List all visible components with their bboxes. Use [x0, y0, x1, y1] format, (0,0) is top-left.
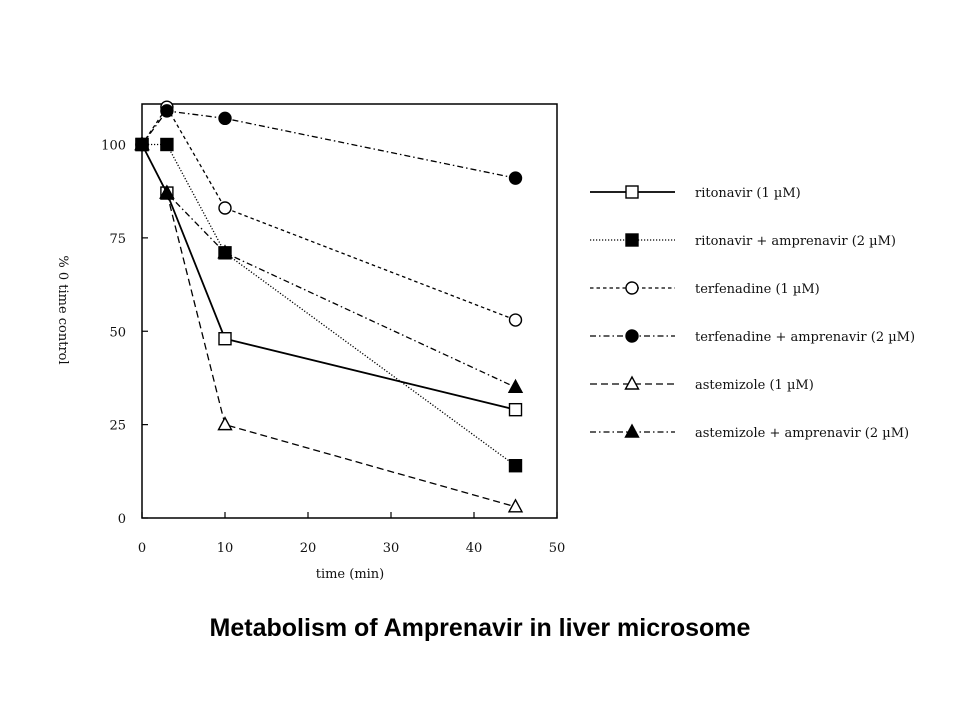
series-line	[142, 143, 516, 467]
y-tick-label: 0	[118, 512, 126, 527]
legend-label: astemizole (1 µM)	[695, 378, 814, 393]
figure-caption: Metabolism of Amprenavir in liver micros…	[209, 614, 751, 642]
plot-area-frame	[141, 103, 558, 519]
legend-label: ritonavir (1 µM)	[695, 186, 801, 201]
data-point	[508, 171, 523, 185]
series-3	[135, 100, 523, 327]
x-tick-label: 50	[549, 541, 566, 556]
legend-item: ritonavir (1 µM)	[590, 185, 801, 201]
data-point	[507, 498, 524, 513]
legend-marker	[624, 375, 640, 390]
series-4	[135, 104, 523, 185]
data-point	[160, 104, 174, 118]
series-line	[141, 110, 516, 179]
legend-marker	[625, 329, 639, 343]
data-point	[160, 137, 174, 152]
legend-item: terfenadine (1 µM)	[590, 281, 820, 297]
y-axis-title: % 0 time control	[55, 255, 70, 364]
series-1	[135, 137, 523, 417]
series-6	[134, 136, 524, 393]
legend-marker	[625, 185, 639, 199]
data-point	[218, 201, 232, 215]
y-tick-label: 75	[109, 232, 126, 247]
data-point	[217, 416, 233, 431]
legend-label: astemizole + amprenavir (2 µM)	[695, 426, 909, 441]
data-point	[134, 136, 150, 151]
series-line	[141, 144, 516, 388]
legend-item: terfenadine + amprenavir (2 µM)	[590, 329, 915, 345]
x-tick-label: 30	[383, 541, 400, 556]
legend: ritonavir (1 µM) ritonavir + amprenavir (…	[590, 185, 915, 441]
data-point	[217, 244, 233, 259]
series-line	[141, 144, 516, 508]
y-tick-label: 50	[109, 325, 126, 340]
legend-marker	[625, 281, 639, 295]
x-tick-label: 20	[300, 541, 317, 556]
legend-item: ritonavir + amprenavir (2 µM)	[590, 233, 896, 249]
data-point	[218, 111, 232, 126]
data-point	[508, 313, 523, 327]
data-point	[508, 459, 523, 473]
x-tick-label: 10	[217, 541, 234, 556]
x-axis-title: time (min)	[316, 567, 385, 582]
series-2	[135, 137, 523, 473]
data-point	[218, 332, 232, 346]
series-5	[134, 136, 524, 513]
x-tick-label: 0	[138, 541, 146, 556]
data-point	[507, 378, 524, 393]
y-tick-label: 100	[101, 139, 126, 154]
legend-label: terfenadine (1 µM)	[695, 282, 820, 297]
x-tick-label: 40	[466, 541, 483, 556]
data-point	[508, 402, 523, 417]
legend-item: astemizole (1 µM)	[590, 375, 814, 393]
series-line	[141, 144, 516, 411]
data-point	[159, 184, 175, 199]
legend-marker	[624, 423, 640, 438]
legend-item: astemizole + amprenavir (2 µM)	[590, 423, 909, 441]
series-line	[141, 105, 516, 321]
legend-label: terfenadine + amprenavir (2 µM)	[695, 330, 915, 345]
legend-label: ritonavir + amprenavir (2 µM)	[695, 234, 896, 249]
y-tick-label: 25	[109, 419, 126, 434]
legend-marker	[625, 233, 639, 247]
